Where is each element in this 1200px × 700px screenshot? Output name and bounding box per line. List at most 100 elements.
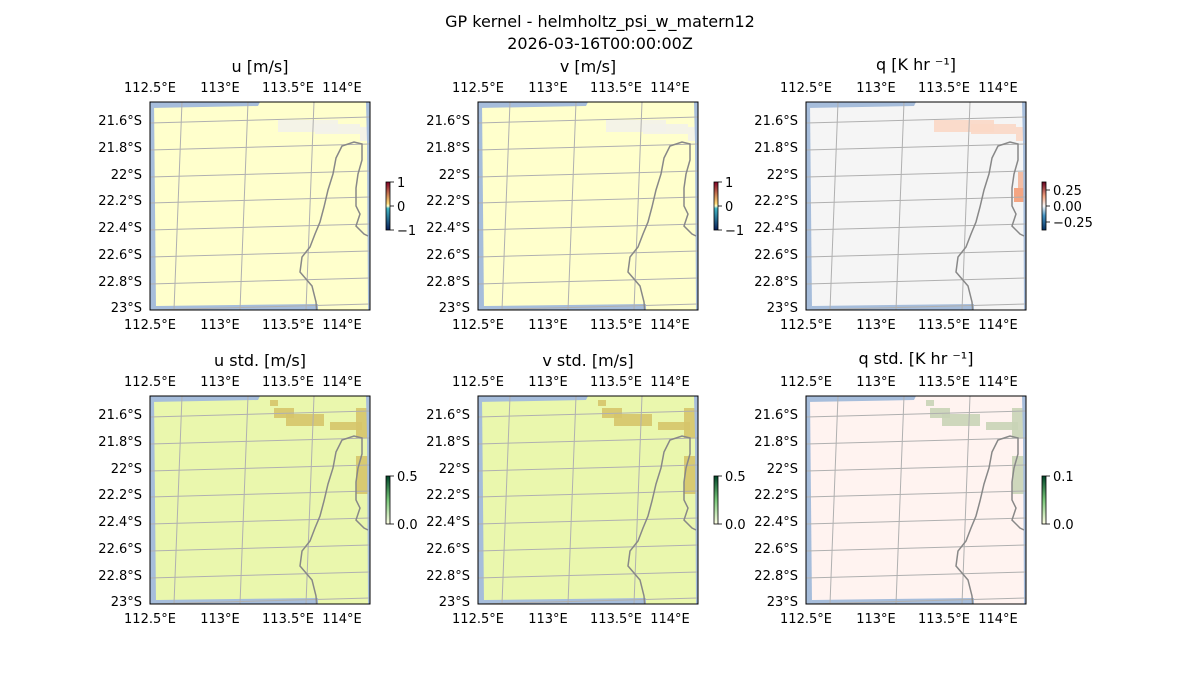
panel-title-u-std: u std. [m/s]	[214, 351, 306, 370]
parallel-line	[478, 116, 698, 124]
x-tick-label-top: 114°E	[650, 81, 690, 96]
colorbar-tick-label: −1	[397, 224, 416, 239]
land-mask-right	[1022, 396, 1026, 604]
colorbar-tick-label: 1	[397, 176, 405, 191]
map-area	[478, 102, 708, 310]
y-tick-label: 21.6°S	[98, 408, 142, 423]
x-tick-label-top: 112.5°E	[124, 81, 176, 96]
land-mask-right	[694, 102, 698, 310]
colorbar-gradient	[1041, 475, 1047, 525]
y-tick-label: 23°S	[767, 301, 798, 316]
y-tick-label: 22.6°S	[426, 542, 470, 557]
anomaly-patch	[684, 408, 696, 438]
parallel-line	[806, 517, 1026, 525]
meridian-line	[700, 102, 708, 310]
colorbar-gradient	[385, 181, 391, 231]
x-tick-label-bottom: 113.5°E	[918, 318, 970, 333]
x-tick-label-top: 113°E	[200, 81, 240, 96]
x-tick-label-top: 113°E	[200, 375, 240, 390]
x-tick-label-bottom: 113.5°E	[918, 612, 970, 627]
meridian-line	[633, 396, 643, 604]
x-tick-label-top: 113°E	[528, 375, 568, 390]
land-mask-left	[478, 396, 484, 604]
x-tick-label-top: 113.5°E	[590, 375, 642, 390]
x-tick-label-bottom: 113°E	[528, 612, 568, 627]
colorbar: 0.250.00−0.25	[1041, 181, 1093, 231]
parallel-line	[478, 303, 698, 310]
y-tick-label: 22.8°S	[98, 275, 142, 290]
meridian-line	[372, 102, 380, 310]
colorbar-tick-label: 0.0	[1053, 518, 1074, 533]
anomaly-patch	[270, 400, 278, 406]
y-tick-label: 22°S	[767, 462, 798, 477]
meridian-line	[173, 396, 183, 604]
y-tick-label: 22.6°S	[98, 248, 142, 263]
anomaly-patch	[598, 400, 606, 406]
anomaly-patch	[315, 124, 360, 134]
parallel-line	[150, 490, 370, 498]
y-tick-label: 22°S	[767, 168, 798, 183]
parallel-line	[478, 277, 698, 285]
y-tick-label: 21.8°S	[754, 435, 798, 450]
y-tick-label: 22.2°S	[754, 194, 798, 209]
coastline	[627, 435, 697, 604]
x-tick-label-bottom: 114°E	[650, 612, 690, 627]
x-tick-label-top: 113°E	[856, 81, 896, 96]
map-frame	[805, 395, 1027, 605]
x-tick-label-bottom: 114°E	[322, 612, 362, 627]
x-tick-label-bottom: 113°E	[200, 318, 240, 333]
coastline	[955, 435, 1025, 604]
colorbar-tick-label: 1	[725, 176, 733, 191]
x-tick-label-bottom: 112.5°E	[780, 612, 832, 627]
y-tick-label: 22°S	[439, 462, 470, 477]
x-tick-label-bottom: 113°E	[200, 612, 240, 627]
map-frame	[477, 101, 699, 311]
parallel-line	[478, 196, 698, 204]
land-mask-left	[806, 102, 812, 310]
land-mask-top	[478, 396, 588, 402]
x-tick-label-bottom: 112.5°E	[452, 612, 504, 627]
y-tick-label: 23°S	[439, 595, 470, 610]
meridian-line	[895, 396, 905, 604]
y-tick-label: 22.8°S	[426, 275, 470, 290]
land-mask-left	[806, 396, 812, 604]
x-tick-label-top: 114°E	[322, 375, 362, 390]
map-panel-2: 112.5°E 112.5°E 113°E 113°E 113.5°E 113.5°E 11…	[754, 81, 1093, 333]
colorbar: 1 0 −1	[385, 176, 416, 239]
map-area	[478, 396, 698, 604]
x-tick-label-bottom: 113°E	[856, 318, 896, 333]
colorbar-tick-label: 0.5	[397, 470, 418, 485]
colorbar-gradient	[1041, 181, 1047, 231]
meridian-line	[829, 102, 839, 310]
y-tick-label: 22.8°S	[426, 569, 470, 584]
y-tick-label: 22.6°S	[754, 542, 798, 557]
parallel-line	[806, 223, 1026, 231]
x-tick-label-bottom: 113.5°E	[590, 612, 642, 627]
anomaly-patch	[971, 124, 1016, 134]
figure-subtitle: 2026-03-16T00:00:00Z	[507, 34, 693, 53]
meridian-line	[501, 396, 511, 604]
x-tick-label-top: 113.5°E	[918, 81, 970, 96]
parallel-line	[478, 490, 698, 498]
land-mask-top	[806, 396, 916, 402]
meridian-line	[961, 102, 971, 310]
meridian-line	[1028, 102, 1036, 310]
colorbar-tick-label: 0	[725, 200, 733, 215]
field-background	[806, 396, 1026, 604]
x-tick-label-top: 113.5°E	[262, 375, 314, 390]
parallel-line	[806, 597, 1026, 604]
parallel-line	[150, 277, 370, 285]
meridian-line	[1094, 396, 1102, 604]
parallel-line	[150, 517, 370, 525]
y-tick-label: 22°S	[111, 168, 142, 183]
meridian-line	[305, 396, 315, 604]
y-tick-label: 22.8°S	[754, 569, 798, 584]
y-tick-label: 21.6°S	[426, 114, 470, 129]
field-background	[478, 102, 698, 310]
map-frame	[149, 101, 371, 311]
map-panel-5: 112.5°E 112.5°E 113°E 113°E 113.5°E 113.5°E 11…	[754, 375, 1102, 627]
x-tick-label-bottom: 112.5°E	[452, 318, 504, 333]
parallel-line	[806, 410, 1026, 418]
x-tick-label-top: 112.5°E	[780, 375, 832, 390]
land-mask-right	[694, 396, 698, 604]
